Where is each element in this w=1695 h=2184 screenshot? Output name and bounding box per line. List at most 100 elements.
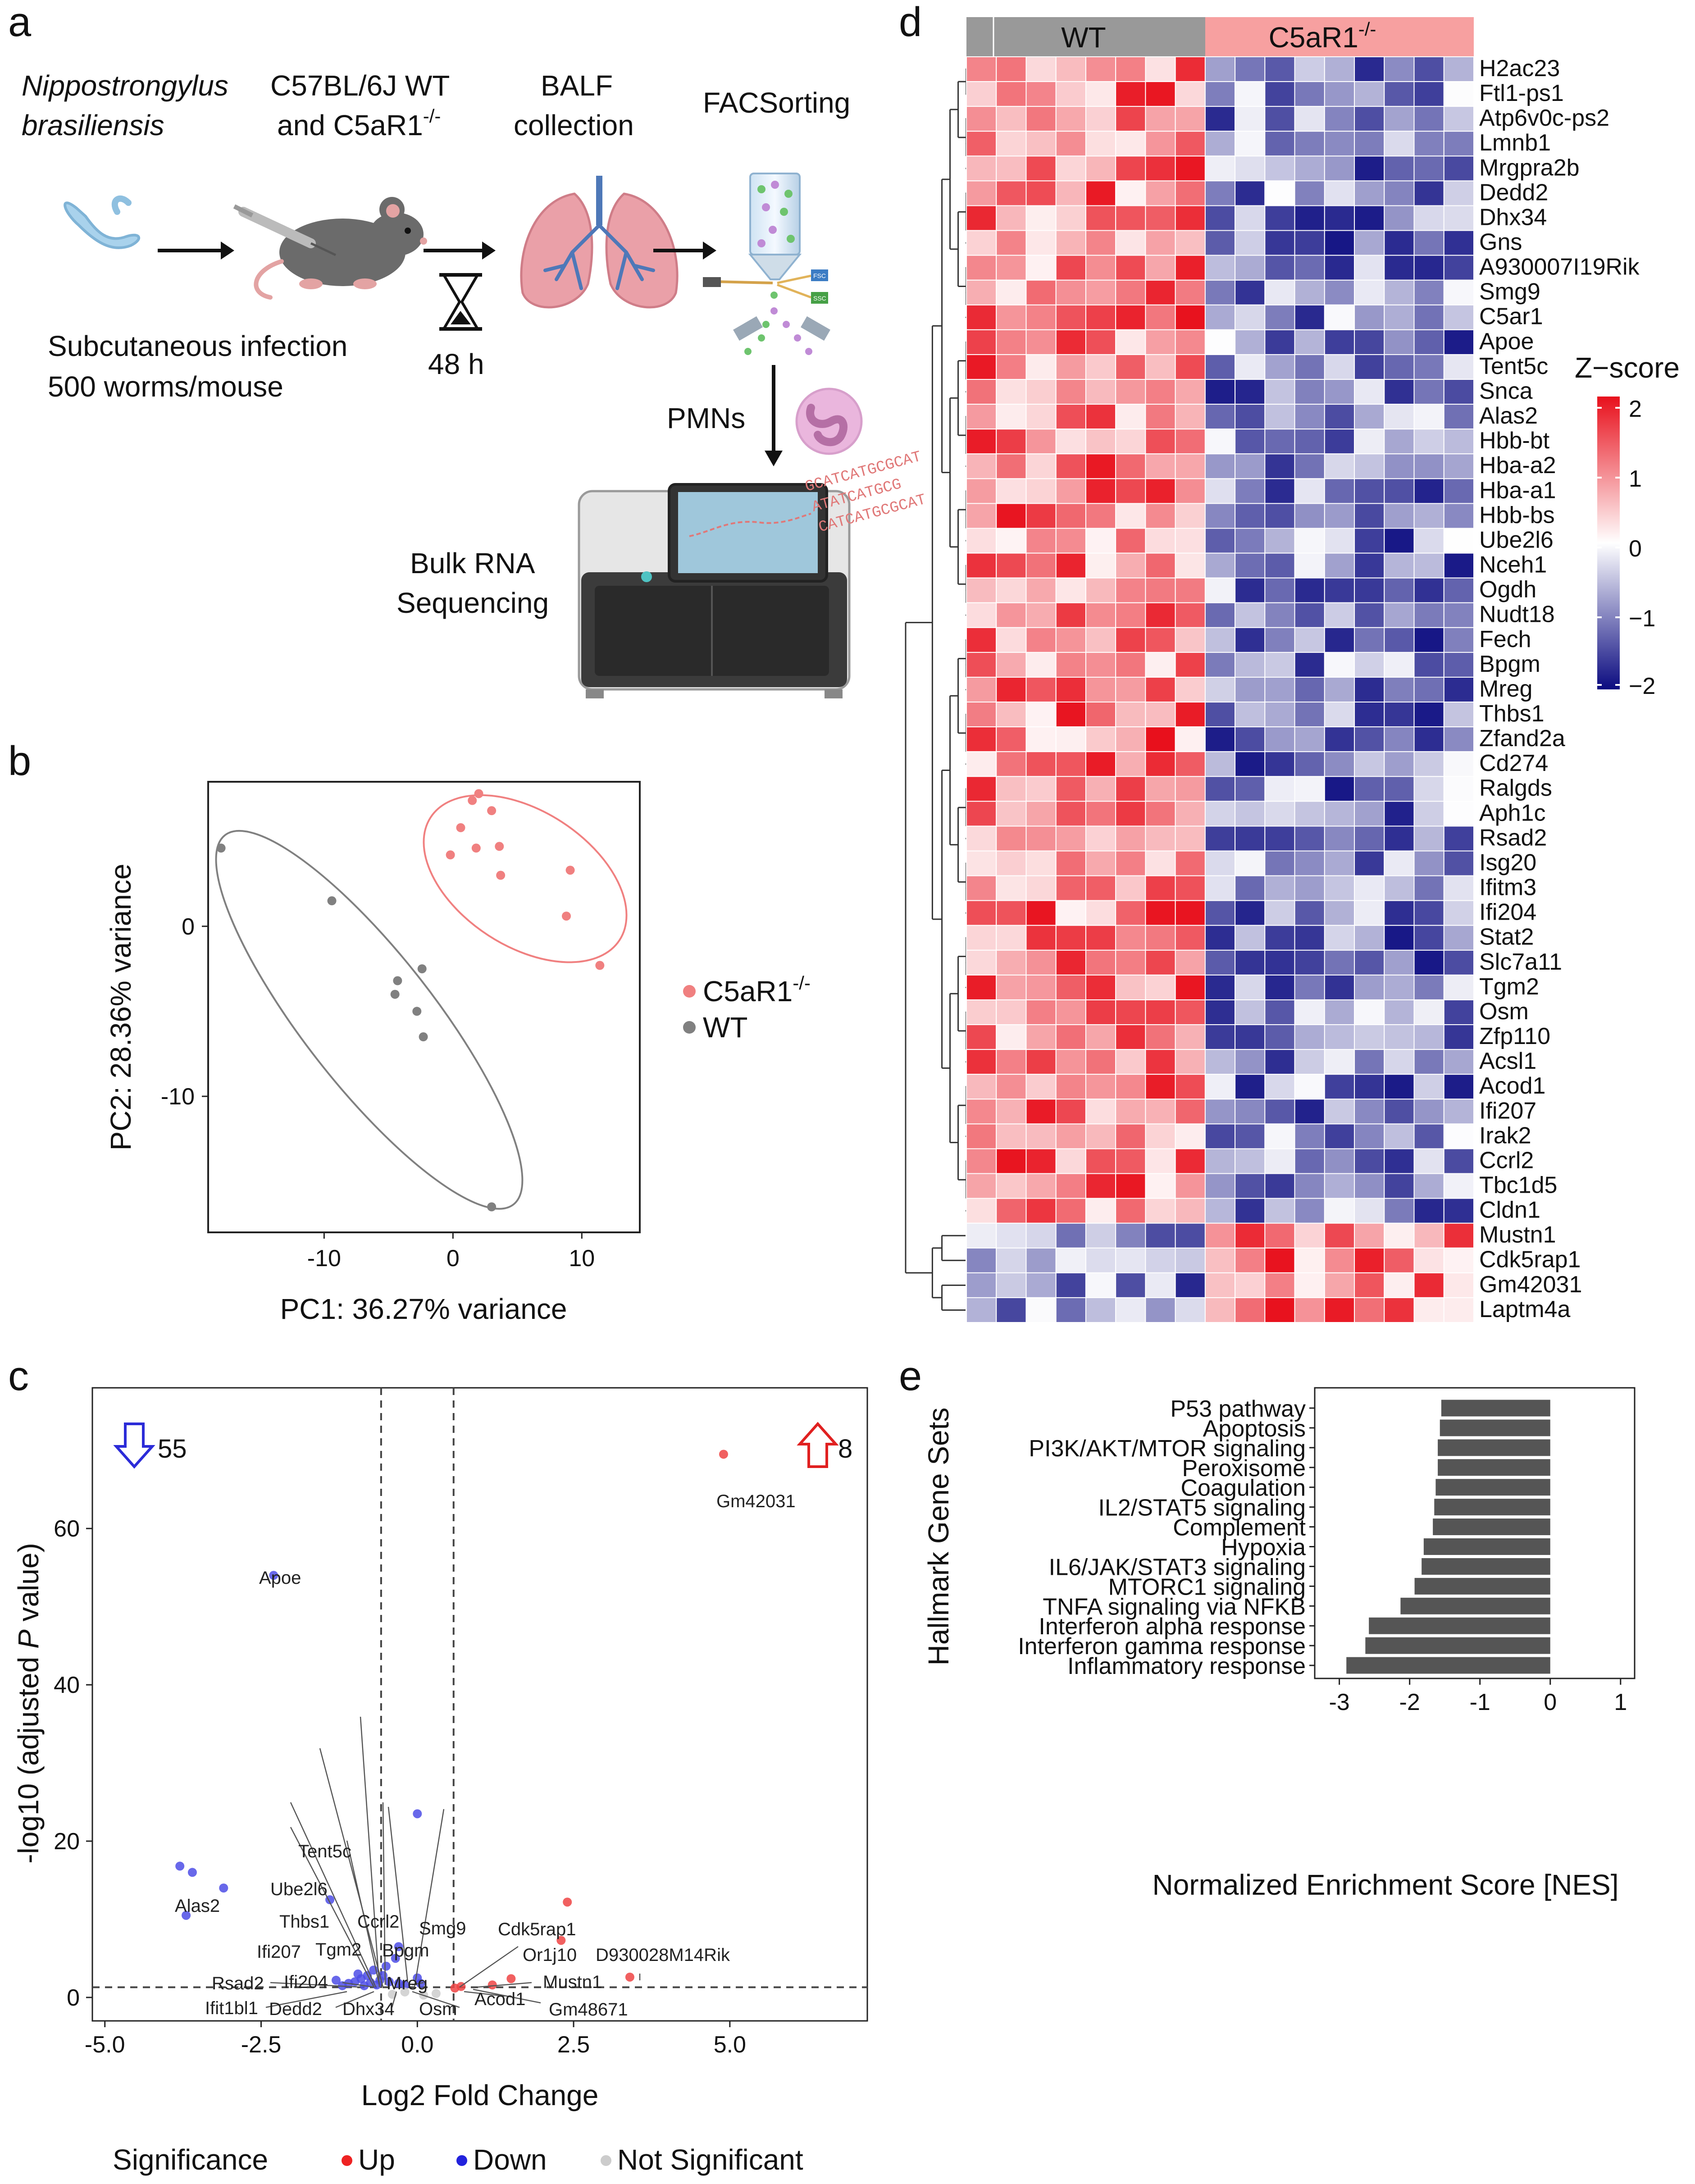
gsea-x-tick: 0: [1544, 1689, 1557, 1715]
heatmap-cell: [1085, 801, 1116, 827]
heatmap-cell: [1204, 949, 1236, 976]
heatmap-cell: [966, 131, 997, 157]
heatmap-cell: [1085, 974, 1116, 1000]
gene-label: H2ac23: [1479, 55, 1560, 82]
heatmap-cell: [1384, 999, 1415, 1026]
heatmap-cell: [1204, 1247, 1236, 1273]
heatmap-cell: [1145, 478, 1176, 504]
heatmap-cell: [1354, 1099, 1385, 1125]
heatmap-cell: [996, 825, 1027, 852]
heatmap-cell: [1413, 404, 1444, 430]
pca-x-tick: -10: [307, 1245, 341, 1272]
heatmap-cell: [1115, 81, 1146, 107]
heatmap-cell: [1175, 925, 1206, 951]
heatmap-cell: [1384, 155, 1415, 182]
nes-bar: [1423, 1538, 1550, 1555]
heatmap-cell: [966, 404, 997, 430]
heatmap-cell: [1175, 1173, 1206, 1199]
heatmap-cell: [1175, 577, 1206, 603]
heatmap-cell: [1145, 652, 1176, 678]
heatmap-cell: [1294, 279, 1325, 305]
heatmap-cell: [1413, 453, 1444, 479]
heatmap-cell: [966, 801, 997, 827]
panel-c-label: c: [8, 1353, 29, 1399]
gene-label: Osm: [1479, 999, 1529, 1025]
heatmap-cell: [1354, 702, 1385, 728]
heatmap-cell: [966, 1049, 997, 1075]
heatmap-cell: [1204, 56, 1236, 82]
heatmap-cell: [966, 205, 997, 231]
volcano-y-label: -log10 (adjusted P value): [12, 1543, 45, 1864]
gene-label: Hbb-bt: [1479, 428, 1550, 454]
heatmap-cell: [1145, 900, 1176, 926]
heatmap-cell: [1264, 429, 1295, 455]
heatmap-cell: [1204, 1123, 1236, 1149]
heatmap-cell: [1175, 180, 1206, 206]
heatmap-cell: [1324, 552, 1355, 579]
heatmap-cell: [1264, 974, 1295, 1000]
heatmap-cell: [1055, 1173, 1086, 1199]
gene-label: Ifitm3: [1479, 875, 1536, 901]
heatmap-cell: [1175, 379, 1206, 405]
gene-label: Irak2: [1479, 1122, 1531, 1149]
heatmap-cell: [1264, 875, 1295, 901]
gene-set-label: Interferon alpha response: [1039, 1614, 1306, 1640]
heatmap-cell: [1384, 949, 1415, 976]
heatmap-cell: [996, 205, 1027, 231]
heatmap-cell: [996, 131, 1027, 157]
heatmap-cell: [1324, 1148, 1355, 1174]
wt-point-6: [419, 1032, 428, 1042]
heatmap-cell: [1264, 552, 1295, 579]
heatmap-cell: [1384, 900, 1415, 926]
heatmap-cell: [1324, 503, 1355, 529]
heatmap-cell: [1324, 255, 1355, 281]
heatmap-cell: [966, 1222, 997, 1249]
heatmap-cell: [1115, 453, 1146, 479]
heatmap-cell: [1115, 304, 1146, 330]
heatmap-cell: [1354, 900, 1385, 926]
heatmap-cell: [1145, 528, 1176, 554]
label-rsad2: Rsad2: [212, 1974, 264, 1993]
heatmap-cell: [1145, 925, 1176, 951]
panel-d: d WT C5aR1-/- H2ac23Ftl1-ps1Atp6v0c-ps2L…: [899, 0, 1680, 1323]
heatmap-cell: [1384, 1123, 1415, 1149]
volcano-x-tick: 2.5: [557, 2032, 590, 2058]
heatmap-cell: [1204, 1222, 1236, 1249]
heatmap-cell: [1443, 652, 1474, 678]
gene-label: Ifi207: [1479, 1098, 1536, 1124]
heatmap-cell: [1204, 1024, 1236, 1050]
c5-point-1: [474, 789, 483, 798]
heatmap-cell: [1175, 1099, 1206, 1125]
gene-label: Mrgpra2b: [1479, 155, 1580, 181]
heatmap-cell: [966, 503, 997, 529]
label-smg9: Smg9: [419, 1919, 466, 1938]
heatmap-cell: [1384, 106, 1415, 132]
heatmap-cell: [966, 1173, 997, 1199]
label-ifi204: Ifi204: [284, 1972, 328, 1992]
gene-label: Mustn1: [1479, 1222, 1556, 1248]
heatmap-cell: [1413, 279, 1444, 305]
volcano-point-labels: [265, 1716, 641, 2008]
gene-label: C5ar1: [1479, 304, 1543, 330]
heatmap-cell: [1354, 1247, 1385, 1273]
heatmap-cell: [1055, 56, 1086, 82]
heatmap-cell: [1145, 1099, 1176, 1125]
heatmap-cell: [1175, 1198, 1206, 1224]
pca-x-label: PC1: 36.27% variance: [280, 1293, 567, 1325]
heatmap-cell: [1085, 627, 1116, 653]
heatmap-cell: [1235, 1123, 1266, 1149]
heatmap-cell: [1354, 304, 1385, 330]
heatmap-cell: [1264, 577, 1295, 603]
heatmap-cell: [996, 676, 1027, 703]
heatmap-cell: [1025, 974, 1057, 1000]
heatmap-cell: [1443, 503, 1474, 529]
heatmap-cell: [966, 1024, 997, 1050]
heatmap-cell: [1324, 776, 1355, 802]
label-or1j10: Or1j10: [523, 1945, 577, 1965]
label-dhx34: Dhx34: [342, 1999, 395, 2019]
heatmap-cell: [1055, 279, 1086, 305]
heatmap-cell: [966, 329, 997, 355]
heatmap-cell: [1085, 453, 1116, 479]
heatmap-cell: [1384, 478, 1415, 504]
